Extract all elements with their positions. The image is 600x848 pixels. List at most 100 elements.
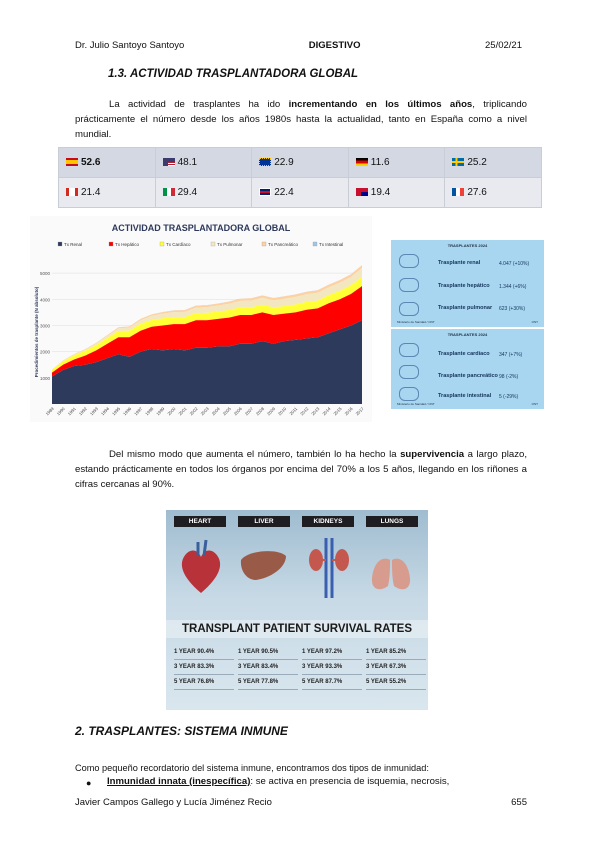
survival-column-kidneys: 1 YEAR 97.2% 3 YEAR 93.3% 5 YEAR 87.7% xyxy=(302,645,362,690)
x-tick-label: 2008 xyxy=(255,406,266,417)
chart-title: ACTIVIDAD TRASPLANTADORA GLOBAL xyxy=(112,223,291,233)
x-tick-label: 1996 xyxy=(122,406,133,417)
stat-cell-canada: 21.4 xyxy=(58,177,156,208)
canada-flag-icon xyxy=(66,188,78,196)
x-tick-label: 2007 xyxy=(244,406,255,417)
eu-flag-icon xyxy=(259,158,272,166)
survival-paragraph: Del mismo modo que aumenta el número, ta… xyxy=(75,449,528,490)
x-tick-label: 2015 xyxy=(332,406,343,417)
x-tick-label: 2004 xyxy=(211,406,222,417)
panel-row-label: Trasplante cardíaco xyxy=(438,351,490,357)
italy-flag-icon xyxy=(162,188,175,196)
legend-label: Tx Pulmonar xyxy=(217,242,243,247)
chart-svg: ACTIVIDAD TRASPLANTADORA GLOBAL Tx Renal T… xyxy=(34,223,366,417)
pancreas-icon xyxy=(399,365,419,379)
stat-cell-eu: 22.9 xyxy=(251,147,349,178)
country-stats-table: 52.6 48.1 22.9 11.6 25.2 21.4 29.4 22.4 … xyxy=(58,147,542,208)
x-tick-label: 2006 xyxy=(233,406,244,417)
panel-row-value: 4.047 (+10%) xyxy=(499,261,530,267)
page-footer: Javier Campos Gallego y Lucía Jiménez Re… xyxy=(75,797,527,808)
stat-cell-sweden: 25.2 xyxy=(444,147,542,178)
x-tick-label: 2005 xyxy=(222,406,233,417)
header-date: 25/02/21 xyxy=(485,40,522,51)
x-tick-label: 1991 xyxy=(67,406,78,417)
page-header: Dr. Julio Santoyo Santoyo DIGESTIVO 25/0… xyxy=(75,40,522,51)
x-tick-label: 1993 xyxy=(89,406,100,417)
x-tick-label: 2013 xyxy=(310,406,321,417)
survival-rates-image: HEART LIVER KIDNEYS LUNGS TRANSPLANT PAT… xyxy=(166,510,428,710)
bullet-icon: ● xyxy=(86,778,92,788)
page-number: 655 xyxy=(511,797,527,808)
section-title: 1.3. ACTIVIDAD TRASPLANTADORA GLOBAL xyxy=(108,68,359,80)
legend-label: Tx Renal xyxy=(64,242,82,247)
panel-row-value: 98 (-2%) xyxy=(499,374,519,380)
x-tick-label: 1997 xyxy=(133,406,144,417)
x-tick-label: 2009 xyxy=(266,406,277,417)
australia-flag-icon xyxy=(355,188,368,196)
organ-tab-heart: HEART xyxy=(174,516,226,527)
x-tick-label: 1994 xyxy=(100,406,111,417)
panel-row-value: 347 (+7%) xyxy=(499,352,523,358)
intestine-icon xyxy=(399,387,419,401)
stat-cell-italy: 29.4 xyxy=(154,177,253,208)
bullet-innate-immunity: ● Inmunidad innata (inespecífica): se ac… xyxy=(86,776,450,788)
panel-row-label: Trasplante pancreático xyxy=(438,373,498,379)
immune-intro: Como pequeño recordatorio del sistema in… xyxy=(75,763,429,773)
y-tick-label: 4000 xyxy=(40,297,51,302)
stat-cell-australia: 19.4 xyxy=(347,177,446,208)
legend-swatch xyxy=(159,241,165,247)
lungs-icon xyxy=(371,546,411,590)
section2-title: 2. TRASPLANTES: SISTEMA INMUNE xyxy=(75,724,288,738)
y-tick-label: 2000 xyxy=(40,350,51,355)
header-subject: DIGESTIVO xyxy=(308,40,361,51)
liver-icon xyxy=(240,551,286,580)
legend-swatch xyxy=(210,241,216,247)
x-tick-label: 1992 xyxy=(78,406,89,417)
stat-cell-uk: 22.4 xyxy=(251,177,349,208)
panel-footer: Ministerio de Sanidad / ONT ONT xyxy=(397,402,538,406)
kidney-icon xyxy=(399,254,419,268)
stat-cell-usa: 48.1 xyxy=(154,147,253,178)
stat-cell-spain: 52.6 xyxy=(58,147,156,178)
organ-tab-lungs: LUNGS xyxy=(366,516,418,527)
x-tick-label: 2002 xyxy=(189,406,200,417)
y-tick-label: 5000 xyxy=(40,271,51,276)
panel-row-label: Trasplante intestinal xyxy=(438,393,492,399)
area-series-tx-hep-tico xyxy=(52,286,362,377)
stat-cell-germany: 11.6 xyxy=(347,147,446,178)
spain-flag-icon xyxy=(66,158,78,166)
usa-flag-icon xyxy=(162,158,175,166)
panel-title: TRASPLANTES 2024 xyxy=(447,243,488,248)
panel-row-label: Trasplante pulmonar xyxy=(438,305,493,311)
x-tick-label: 2000 xyxy=(166,406,177,417)
survival-banner: TRANSPLANT PATIENT SURVIVAL RATES xyxy=(166,620,428,638)
x-tick-label: 1995 xyxy=(111,406,122,417)
x-tick-label: 1990 xyxy=(56,406,67,417)
liver-icon xyxy=(399,278,419,292)
x-tick-label: 2017 xyxy=(355,406,366,417)
legend-label: Tx Cardíaco xyxy=(166,242,191,247)
table-row: 52.6 48.1 22.9 11.6 25.2 xyxy=(58,147,542,178)
x-tick-label: 1989 xyxy=(45,406,56,417)
legend-label: Tx Hepático xyxy=(115,242,140,247)
x-tick-label: 1999 xyxy=(155,406,166,417)
legend-swatch xyxy=(108,241,114,247)
survival-column-lungs: 1 YEAR 85.2% 3 YEAR 67.3% 5 YEAR 55.2% xyxy=(366,645,426,690)
transplants-panel-2: TRASPLANTES 2024 Trasplante cardíaco 347… xyxy=(391,329,544,409)
kidneys-icon xyxy=(309,538,349,598)
intro-paragraph: La actividad de trasplantes ha ido incre… xyxy=(75,99,527,140)
stat-cell-france: 27.6 xyxy=(444,177,542,208)
legend-label: Tx Pancreático xyxy=(268,242,299,247)
panel-title: TRASPLANTES 2024 xyxy=(447,332,488,337)
germany-flag-icon xyxy=(355,158,368,166)
heart-icon xyxy=(181,539,221,593)
x-tick-label: 1998 xyxy=(144,406,155,417)
x-tick-label: 2012 xyxy=(299,406,310,417)
france-flag-icon xyxy=(452,188,465,196)
organ-tab-kidneys: KIDNEYS xyxy=(302,516,354,527)
legend-swatch xyxy=(312,241,318,247)
x-tick-label: 2003 xyxy=(200,406,211,417)
panel-row-label: Trasplante renal xyxy=(438,260,481,266)
x-tick-label: 2011 xyxy=(288,406,298,416)
uk-flag-icon xyxy=(259,188,272,196)
